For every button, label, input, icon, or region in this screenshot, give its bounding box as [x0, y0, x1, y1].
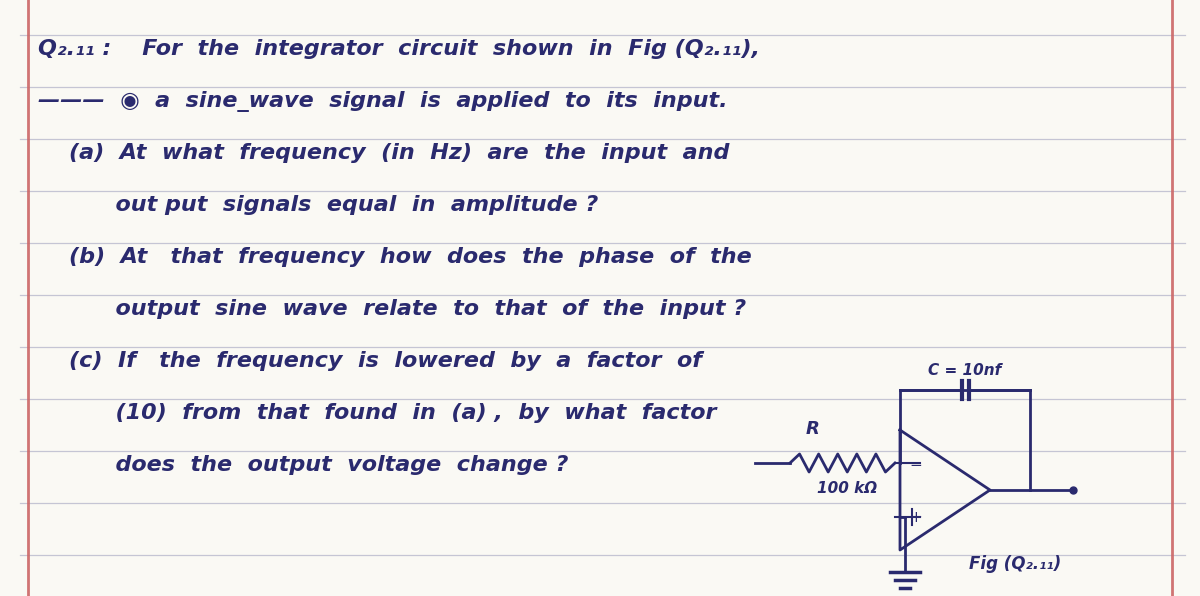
Text: ———  ◉  a  sine_wave  signal  is  applied  to  its  input.: ——— ◉ a sine_wave signal is applied to i… [38, 91, 727, 112]
Text: does  the  output  voltage  change ?: does the output voltage change ? [38, 455, 569, 475]
Text: Q₂.₁₁ :    For  the  integrator  circuit  shown  in  Fig (Q₂.₁₁),: Q₂.₁₁ : For the integrator circuit shown… [38, 39, 760, 59]
Text: (10)  from  that  found  in  (a) ,  by  what  factor: (10) from that found in (a) , by what fa… [38, 403, 716, 423]
Text: $-$: $-$ [910, 457, 923, 471]
Text: (c)  If   the  frequency  is  lowered  by  a  factor  of: (c) If the frequency is lowered by a fac… [38, 351, 702, 371]
Text: 100 kΩ: 100 kΩ [817, 481, 877, 496]
Text: out put  signals  equal  in  amplitude ?: out put signals equal in amplitude ? [38, 195, 599, 215]
Text: R: R [805, 420, 820, 438]
Text: $+$: $+$ [910, 511, 923, 526]
Text: (b)  At   that  frequency  how  does  the  phase  of  the: (b) At that frequency how does the phase… [38, 247, 751, 267]
Text: Fig (Q₂.₁₁): Fig (Q₂.₁₁) [968, 555, 1061, 573]
Text: output  sine  wave  relate  to  that  of  the  input ?: output sine wave relate to that of the i… [38, 299, 746, 319]
Text: (a)  At  what  frequency  (in  Hz)  are  the  input  and: (a) At what frequency (in Hz) are the in… [38, 143, 730, 163]
Text: C = 10nf: C = 10nf [929, 363, 1002, 378]
